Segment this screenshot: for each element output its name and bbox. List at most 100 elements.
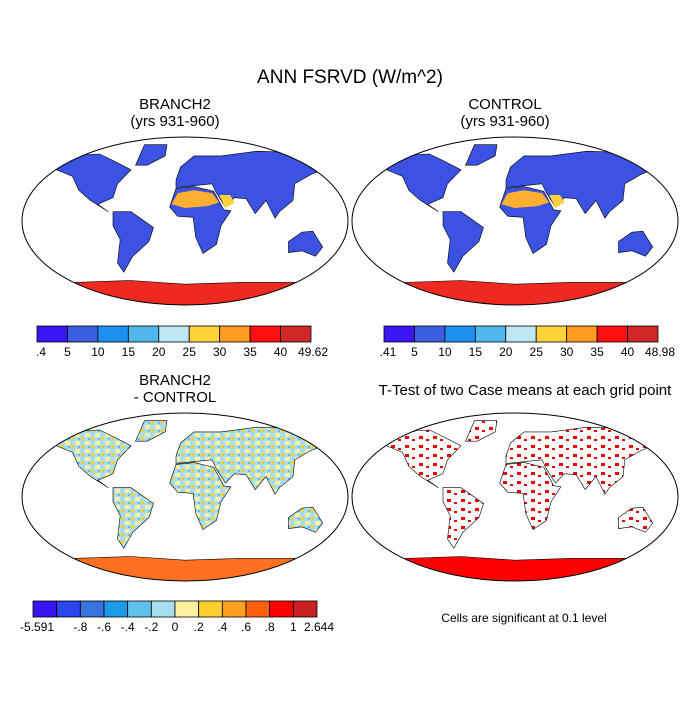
panel-title: - CONTROL	[134, 389, 217, 406]
colorbar-box	[627, 325, 659, 343]
land	[135, 144, 168, 166]
colorbar-label: 35	[243, 345, 257, 359]
map	[351, 136, 679, 306]
colorbar-box	[32, 600, 58, 618]
panel-title: (yrs 931-960)	[130, 113, 219, 130]
colorbar-label: 35	[590, 345, 604, 359]
land	[288, 506, 324, 533]
land	[169, 462, 232, 531]
land	[505, 426, 678, 495]
land	[442, 487, 484, 549]
colorbar-box	[158, 325, 190, 343]
colorbar-label: 49.62	[298, 345, 328, 359]
land	[135, 420, 168, 442]
colorbar-label: 30	[213, 345, 227, 359]
colorbar-box	[198, 600, 223, 618]
panel-title: BRANCH2	[139, 372, 211, 389]
colorbar-box	[188, 325, 221, 343]
colorbar-box	[444, 325, 476, 343]
colorbar-box	[280, 325, 312, 343]
main-title: ANN FSRVD (W/m^2)	[257, 67, 443, 88]
colorbar-label: .2	[194, 620, 204, 634]
map-outline	[351, 412, 679, 582]
colorbar-box	[56, 600, 81, 618]
colorbar-box	[219, 325, 251, 343]
colorbar-label: 15	[122, 345, 136, 359]
colorbar-label: 10	[438, 345, 452, 359]
map-body	[22, 420, 348, 581]
panel-title: BRANCH2	[139, 96, 211, 113]
panel-title: CONTROL	[468, 96, 541, 113]
colorbar-label: -.8	[73, 620, 87, 634]
land	[35, 429, 132, 488]
colorbar-label: 20	[152, 345, 166, 359]
colorbar-box	[474, 325, 507, 343]
colorbar-label: 25	[530, 345, 544, 359]
map	[351, 412, 679, 582]
colorbar-box	[97, 325, 129, 343]
land	[505, 150, 678, 219]
colorbar-box	[269, 600, 294, 618]
colorbar-label: 15	[469, 345, 483, 359]
colorbar-box	[127, 325, 160, 343]
colorbar-label: 48.98	[645, 345, 675, 359]
colorbar-label: .41	[380, 345, 397, 359]
colorbar-label: 20	[499, 345, 513, 359]
colorbar-label: .8	[265, 620, 275, 634]
colorbar-label: 40	[621, 345, 635, 359]
colorbar-label: 2.644	[304, 620, 334, 634]
panel-title: (yrs 931-960)	[460, 113, 549, 130]
land	[175, 150, 348, 219]
map	[21, 412, 349, 582]
colorbar-box	[150, 600, 176, 618]
colorbar-box	[174, 600, 200, 618]
colorbar-label: -5.591	[20, 620, 54, 634]
colorbar-box	[383, 325, 415, 343]
panel-title: T-Test of two Case means at each grid po…	[379, 382, 672, 399]
colorbar-label: 25	[183, 345, 197, 359]
desert	[219, 195, 235, 208]
colorbar-label: -.4	[121, 620, 135, 634]
land	[618, 506, 654, 533]
land	[365, 429, 462, 488]
colorbar-box	[249, 325, 281, 343]
colorbar-label: 10	[91, 345, 105, 359]
colorbar-label: -.2	[144, 620, 158, 634]
colorbar-label: -.6	[97, 620, 111, 634]
land	[175, 426, 348, 495]
colorbar-box	[596, 325, 628, 343]
colorbar-box	[79, 600, 105, 618]
map	[21, 136, 349, 306]
map-body	[352, 420, 678, 581]
colorbar-label: 40	[274, 345, 288, 359]
footnote: Cells are significant at 0.1 level	[441, 611, 606, 625]
land	[442, 211, 484, 273]
colorbar-box	[505, 325, 537, 343]
land	[465, 144, 498, 166]
colorbar-box	[566, 325, 598, 343]
land	[365, 153, 462, 212]
desert	[171, 190, 220, 208]
map-body	[352, 144, 678, 305]
map-outline	[21, 412, 349, 582]
desert	[549, 195, 565, 208]
colorbar-label: 0	[172, 620, 179, 634]
land	[618, 230, 654, 257]
colorbar-box	[245, 600, 271, 618]
colorbar-box	[292, 600, 318, 618]
map-body	[22, 144, 348, 305]
colorbar-label: 5	[64, 345, 71, 359]
colorbar-box	[535, 325, 568, 343]
desert	[501, 190, 550, 208]
colorbar-box	[103, 600, 129, 618]
map-outline	[21, 136, 349, 306]
colorbar-label: .4	[217, 620, 227, 634]
colorbar-box	[414, 325, 446, 343]
land	[288, 230, 324, 257]
land	[465, 420, 498, 442]
colorbar-box	[67, 325, 99, 343]
colorbar-box	[127, 600, 152, 618]
land	[112, 211, 154, 273]
colorbar-label: .6	[241, 620, 251, 634]
